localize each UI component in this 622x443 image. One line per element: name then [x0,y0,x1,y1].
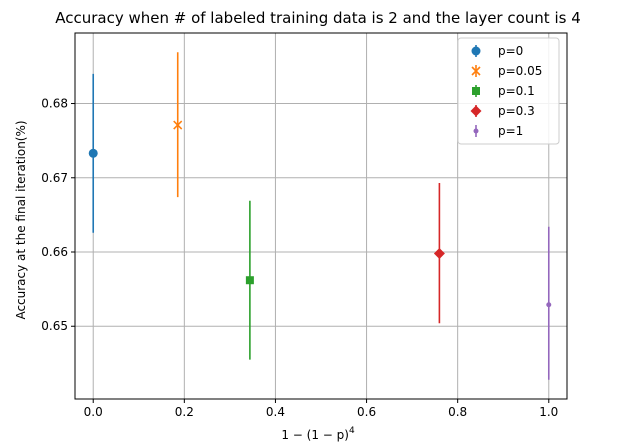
legend-marker [473,128,479,134]
legend-marker [471,66,481,76]
legend-marker [472,87,480,95]
y-tick-label: 0.65 [41,319,68,333]
x-tick-label: 0.2 [175,405,194,419]
x-axis-label: 1 − (1 − p)4 [281,426,355,442]
series-point [546,226,552,380]
legend-label: p=0.3 [498,104,535,118]
legend-box [457,37,560,145]
series-point [88,73,98,233]
plot-frame [74,32,568,400]
series-point [245,200,254,360]
data-point-marker [88,148,98,158]
y-tick-label: 0.66 [41,245,68,259]
series-point [173,52,183,198]
x-tick-label: 0.4 [266,405,285,419]
data-point-marker [546,302,552,308]
x-axis-label-base: 1 − (1 − p) [281,428,349,442]
series-point [433,182,445,324]
legend-marker [471,46,481,56]
chart-title: Accuracy when # of labeled training data… [55,9,581,27]
x-tick-label: 0.6 [357,405,376,419]
y-tick-label: 0.67 [41,171,68,185]
data-point-marker [245,276,254,285]
x-tick-label: 1.0 [539,405,558,419]
y-axis-label: Accuracy at the final iteration(%) [14,120,28,319]
data-point-marker [433,247,445,259]
legend: p=0 p=0.05 p=0.1 p=0.3 p=1 [457,37,560,145]
series-layer [88,52,552,380]
legend-label: p=0 [498,44,523,58]
ticks-layer: 0.0 0.2 0.4 0.6 0.8 1.0 0.65 0.66 0.67 0.68 [41,97,558,419]
data-point-marker [173,120,183,130]
legend-label: p=1 [498,124,523,138]
x-tick-label: 0.0 [84,405,103,419]
x-axis-label-exponent: 4 [349,426,355,436]
y-tick-label: 0.68 [41,97,68,111]
x-tick-label: 0.8 [448,405,467,419]
legend-marker [470,105,482,117]
legend-label: p=0.1 [498,84,535,98]
legend-label: p=0.05 [498,64,542,78]
